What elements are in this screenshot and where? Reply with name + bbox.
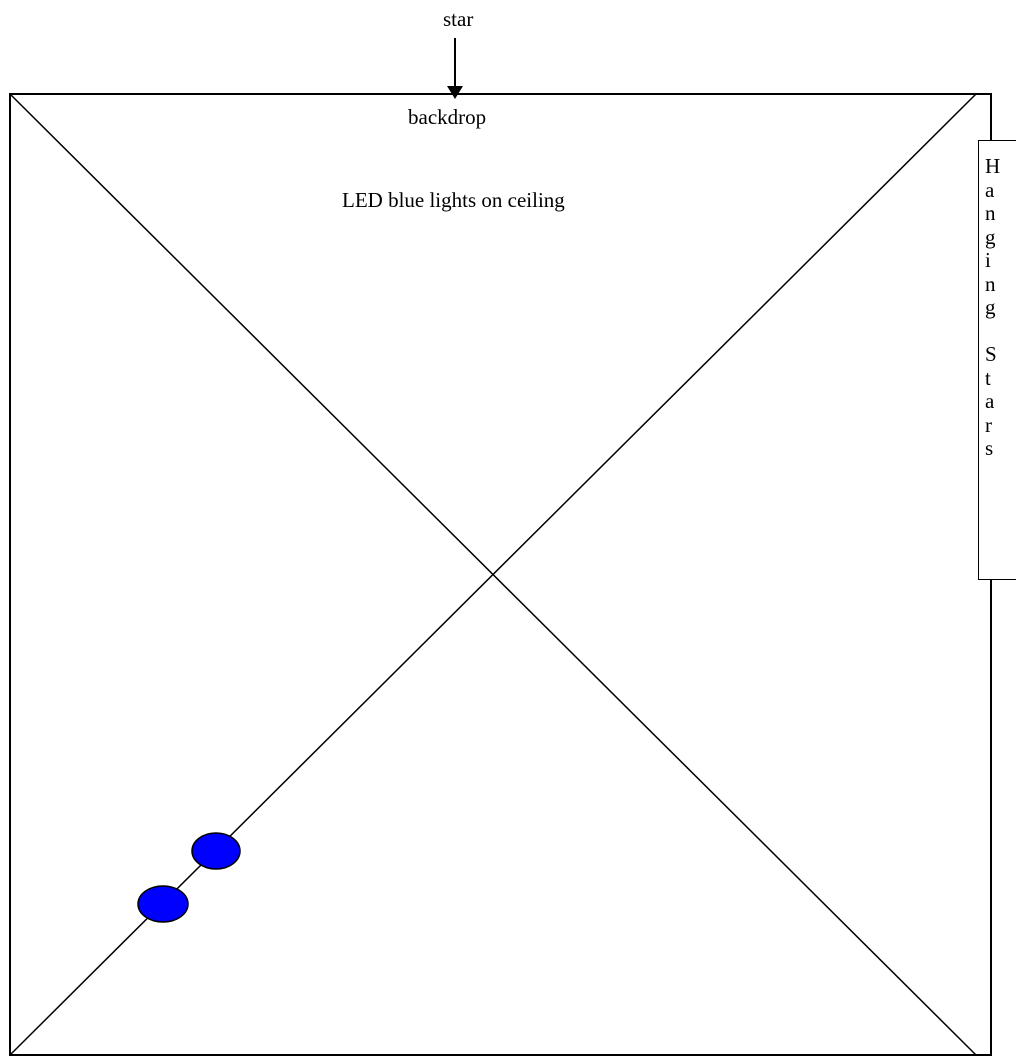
hanging-stars-box: H a n g i n g S t a r s (978, 140, 1016, 580)
blue-light-upper (191, 832, 241, 870)
star-label: star (443, 7, 474, 31)
backdrop-label: backdrop (408, 105, 487, 129)
star-arrow-head (447, 86, 463, 99)
ceiling-lights-label: LED blue lights on ceiling (342, 188, 565, 212)
blue-light-lower (137, 885, 189, 923)
hanging-stars-label: H a n g i n g S t a r s (985, 154, 1001, 460)
